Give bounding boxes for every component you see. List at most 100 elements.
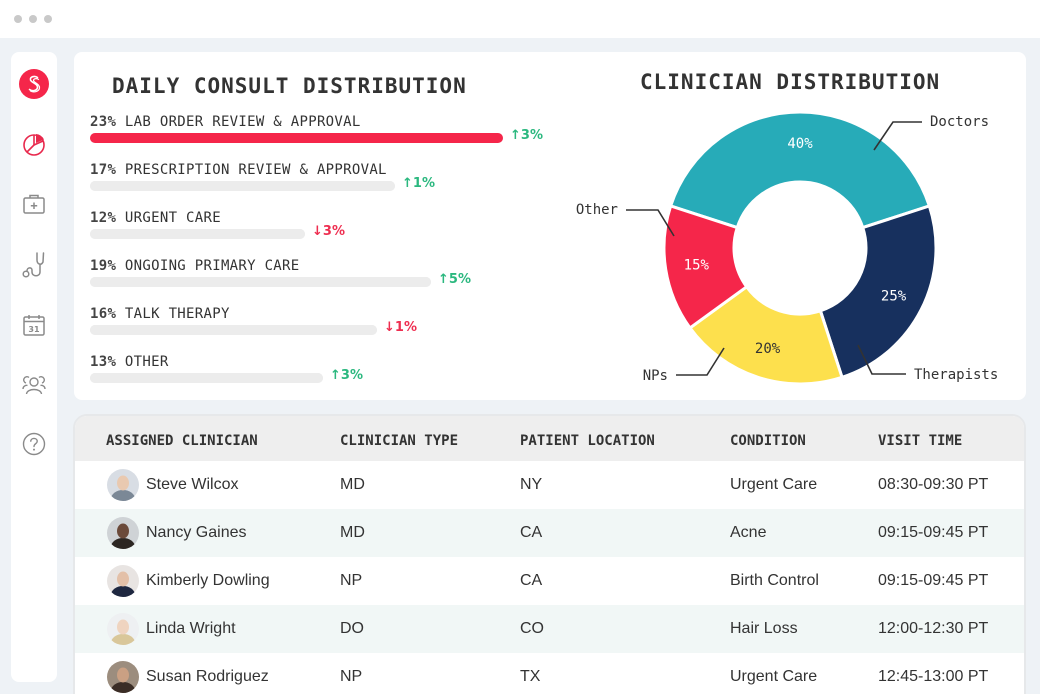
- brand-logo[interactable]: [19, 69, 49, 99]
- sidebar: 31: [11, 52, 57, 682]
- consult-item: 17% PRESCRIPTION REVIEW & APPROVAL ↑1%: [90, 162, 455, 196]
- consult-bar-fill: [90, 277, 431, 287]
- cell-type: DO: [340, 620, 364, 637]
- delta-value: 3%: [340, 368, 363, 383]
- consult-bar-fill: [90, 133, 503, 143]
- sidebar-item-analytics[interactable]: [19, 130, 49, 160]
- calendar-icon: 31: [23, 315, 45, 336]
- sidebar-item-medical-kit[interactable]: [19, 189, 49, 219]
- cell-location: CA: [520, 524, 543, 541]
- consult-bar-track: [90, 133, 503, 143]
- consult-item: 13% OTHER ↑3%: [90, 354, 383, 388]
- legend-label-doctors: Doctors: [930, 114, 989, 130]
- consult-item-percent: 12%: [90, 210, 117, 226]
- arrow-down-icon: ↓: [384, 320, 395, 335]
- brand-s-logo-icon: [19, 69, 49, 99]
- consult-item-name: TALK THERAPY: [124, 306, 230, 322]
- callout-line: [873, 121, 922, 151]
- sidebar-item-help[interactable]: [19, 429, 49, 459]
- table-row[interactable]: Kimberly Dowling NP CA Birth Control 09:15-0…: [75, 557, 1024, 605]
- window-minimize-button[interactable]: [29, 15, 37, 23]
- column-header-clinician[interactable]: ASSIGNED CLINICIAN: [106, 433, 258, 449]
- consult-item-label: 16% TALK THERAPY: [90, 306, 437, 322]
- sidebar-item-patients[interactable]: [19, 370, 49, 400]
- table-row[interactable]: Susan Rodriguez NP TX Urgent Care 12:45-13:0…: [75, 653, 1024, 694]
- column-header-visit-time[interactable]: VISIT TIME: [878, 433, 963, 449]
- arrow-up-icon: ↑: [510, 128, 521, 143]
- legend-label-nps: NPs: [643, 368, 668, 384]
- table-header: ASSIGNED CLINICIAN CLINICIAN TYPE PATIEN…: [75, 416, 1024, 461]
- calendar-day-text: 31: [28, 325, 40, 334]
- cell-visit-time: 09:15-09:45 PT: [878, 572, 989, 589]
- consult-item-label: 23% LAB ORDER REVIEW & APPROVAL: [90, 114, 563, 130]
- consult-item: 19% ONGOING PRIMARY CARE ↑5%: [90, 258, 491, 292]
- clinician-photo: [107, 469, 139, 501]
- window-titlebar: [0, 0, 1040, 38]
- column-header-condition[interactable]: CONDITION: [730, 433, 806, 449]
- legend-label-other: Other: [576, 202, 618, 218]
- consult-bar-fill: [90, 373, 323, 383]
- cell-condition: Urgent Care: [730, 476, 818, 493]
- consult-item-label: 19% ONGOING PRIMARY CARE: [90, 258, 491, 274]
- table-row[interactable]: Nancy Gaines MD CA Acne 09:15-09:45 PT: [75, 509, 1024, 557]
- arrow-down-icon: ↓: [312, 224, 323, 239]
- consult-item-delta: ↑3%: [510, 128, 543, 143]
- donut-value-label: 20%: [755, 341, 781, 357]
- consult-item: 23% LAB ORDER REVIEW & APPROVAL ↑3%: [90, 114, 563, 148]
- cell-condition: Hair Loss: [730, 620, 798, 637]
- consult-item: 16% TALK THERAPY ↓1%: [90, 306, 437, 340]
- cell-clinician[interactable]: Kimberly Dowling: [146, 572, 270, 589]
- consult-item-delta: ↓3%: [312, 224, 345, 239]
- cell-type: NP: [340, 572, 363, 589]
- medical-kit-icon: [23, 194, 45, 214]
- consult-bar-fill: [90, 181, 395, 191]
- cell-location: TX: [520, 668, 541, 685]
- sidebar-item-clinicians[interactable]: [19, 250, 49, 280]
- delta-value: 1%: [394, 320, 417, 335]
- arrow-up-icon: ↑: [330, 368, 341, 383]
- cell-clinician[interactable]: Nancy Gaines: [146, 524, 247, 541]
- donut-slice-nps[interactable]: [687, 284, 844, 386]
- donut-slice-doctors[interactable]: [668, 110, 932, 230]
- callout-line: [676, 347, 725, 376]
- window-maximize-button[interactable]: [44, 15, 52, 23]
- column-header-location[interactable]: PATIENT LOCATION: [520, 433, 655, 449]
- legend-label-therapists: Therapists: [914, 367, 998, 383]
- cell-clinician[interactable]: Steve Wilcox: [146, 476, 239, 493]
- consult-bar-fill: [90, 325, 377, 335]
- consult-bar-track: [90, 373, 323, 383]
- donut-slice-other[interactable]: [662, 204, 749, 331]
- consult-item-percent: 16%: [90, 306, 117, 322]
- cell-visit-time: 08:30-09:30 PT: [878, 476, 989, 493]
- window-close-button[interactable]: [14, 15, 22, 23]
- cell-visit-time: 09:15-09:45 PT: [878, 524, 989, 541]
- cell-clinician[interactable]: Susan Rodriguez: [146, 668, 269, 685]
- consult-item-label: 12% URGENT CARE: [90, 210, 365, 226]
- consult-distribution-title: DAILY CONSULT DISTRIBUTION: [112, 74, 467, 98]
- consult-item-delta: ↑5%: [438, 272, 471, 287]
- sidebar-item-calendar[interactable]: 31: [19, 310, 49, 340]
- delta-value: 3%: [520, 128, 543, 143]
- table-row[interactable]: Steve Wilcox MD NY Urgent Care 08:30-09:30 P…: [75, 461, 1024, 509]
- clinician-distribution-title: CLINICIAN DISTRIBUTION: [640, 70, 941, 94]
- consult-item-name: URGENT CARE: [124, 210, 221, 226]
- arrow-up-icon: ↑: [438, 272, 449, 287]
- callout-line: [626, 209, 675, 237]
- cell-location: CA: [520, 572, 543, 589]
- cell-clinician[interactable]: Linda Wright: [146, 620, 236, 637]
- column-header-type[interactable]: CLINICIAN TYPE: [340, 433, 459, 449]
- users-icon: [22, 376, 46, 395]
- donut-slice-therapists[interactable]: [818, 204, 938, 380]
- donut-value-label: 25%: [881, 289, 907, 305]
- clinician-photo: [107, 661, 139, 693]
- table-row[interactable]: Linda Wright DO CO Hair Loss 12:00-12:30 PT: [75, 605, 1024, 653]
- consult-item-percent: 23%: [90, 114, 117, 130]
- avatar: [107, 469, 139, 501]
- consult-item-delta: ↓1%: [384, 320, 417, 335]
- delta-value: 1%: [412, 176, 435, 191]
- avatar: [107, 517, 139, 549]
- cell-visit-time: 12:00-12:30 PT: [878, 620, 989, 637]
- clinician-photo: [107, 613, 139, 645]
- consult-item-label: 17% PRESCRIPTION REVIEW & APPROVAL: [90, 162, 455, 178]
- clinician-photo: [107, 517, 139, 549]
